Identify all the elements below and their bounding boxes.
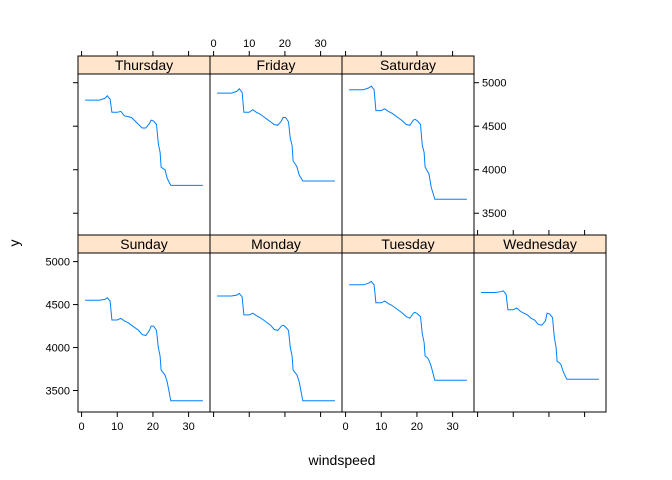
plot-frame-saturday bbox=[341, 73, 475, 236]
plot-frame-thursday bbox=[77, 73, 211, 236]
strip-label-saturday: Saturday bbox=[380, 57, 436, 73]
x-axis-title: windspeed bbox=[308, 452, 376, 468]
y-tick-label-r0-3500: 3500 bbox=[482, 208, 506, 220]
strip-label-friday: Friday bbox=[257, 57, 296, 73]
panel-saturday: Saturday bbox=[341, 55, 475, 236]
x-tick-label-c1-20: 20 bbox=[279, 38, 291, 50]
strip-label-monday: Monday bbox=[251, 236, 301, 252]
series-line-tuesday bbox=[349, 280, 467, 381]
x-tick-label-c1-0: 0 bbox=[211, 38, 217, 50]
y-tick-label-r1-4000: 4000 bbox=[46, 343, 70, 355]
series-line-thursday bbox=[85, 95, 203, 186]
panel-wednesday: Wednesday bbox=[473, 234, 607, 413]
strip-label-sunday: Sunday bbox=[120, 236, 167, 252]
plot-frame-wednesday bbox=[473, 252, 607, 413]
x-tick-label-c0-20: 20 bbox=[147, 421, 159, 433]
plot-frame-friday bbox=[209, 73, 343, 236]
series-line-friday bbox=[217, 88, 335, 182]
panel-friday: Friday bbox=[209, 55, 343, 236]
y-tick-label-r1-5000: 5000 bbox=[46, 257, 70, 269]
panel-monday: Monday bbox=[209, 234, 343, 413]
y-tick-label-r0-4000: 4000 bbox=[482, 165, 506, 177]
y-tick-label-r1-3500: 3500 bbox=[46, 386, 70, 398]
y-axis-title: y bbox=[6, 240, 22, 247]
x-tick-label-c2-0: 0 bbox=[343, 421, 349, 433]
panel-tuesday: Tuesday bbox=[341, 234, 475, 413]
panel-sunday: Sunday bbox=[77, 234, 211, 413]
x-tick-label-c1-30: 30 bbox=[314, 38, 326, 50]
plot-frame-tuesday bbox=[341, 252, 475, 413]
x-tick-label-c0-10: 10 bbox=[111, 421, 123, 433]
y-tick-label-r1-4500: 4500 bbox=[46, 300, 70, 312]
strip-label-tuesday: Tuesday bbox=[381, 236, 434, 252]
plot-frame-sunday bbox=[77, 252, 211, 413]
x-tick-label-c2-20: 20 bbox=[411, 421, 423, 433]
strip-label-thursday: Thursday bbox=[115, 57, 173, 73]
strip-label-wednesday: Wednesday bbox=[503, 236, 577, 252]
plot-frame-monday bbox=[209, 252, 343, 413]
x-tick-label-c0-0: 0 bbox=[79, 421, 85, 433]
x-tick-label-c2-30: 30 bbox=[446, 421, 458, 433]
x-tick-label-c1-10: 10 bbox=[243, 38, 255, 50]
x-tick-label-c2-10: 10 bbox=[375, 421, 387, 433]
series-line-saturday bbox=[349, 85, 467, 200]
x-tick-label-c0-30: 30 bbox=[182, 421, 194, 433]
series-line-monday bbox=[217, 292, 335, 402]
panel-thursday: Thursday bbox=[77, 55, 211, 236]
y-tick-label-r0-5000: 5000 bbox=[482, 78, 506, 90]
series-line-sunday bbox=[85, 297, 203, 402]
series-line-wednesday bbox=[481, 290, 599, 380]
y-tick-label-r0-4500: 4500 bbox=[482, 121, 506, 133]
